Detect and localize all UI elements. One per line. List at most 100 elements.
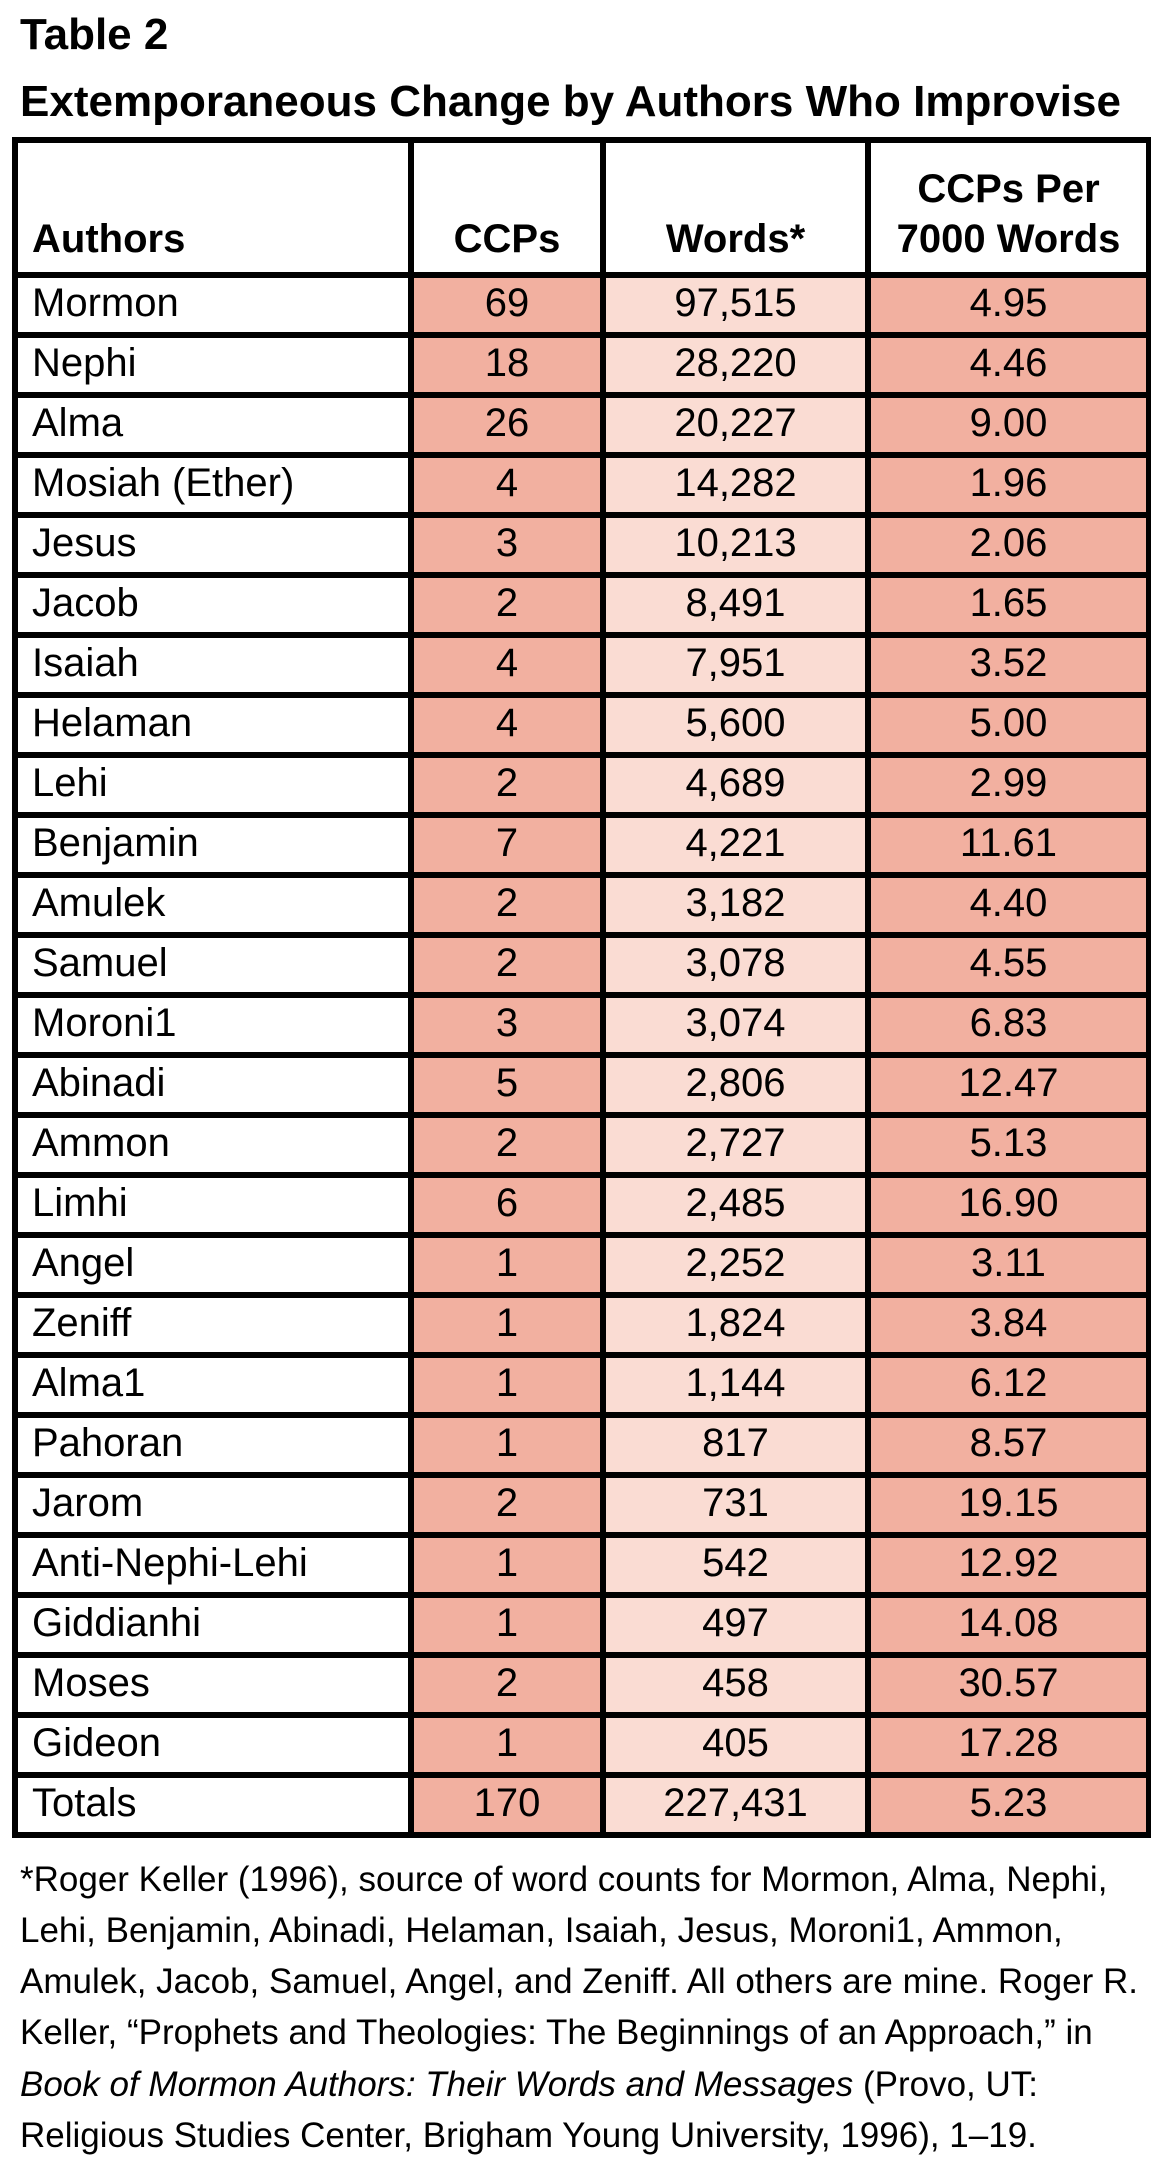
author-name-cell: Moses xyxy=(12,1652,414,1719)
author-name-cell: Giddianhi xyxy=(12,1592,414,1659)
words-value-cell: 497 xyxy=(600,1592,871,1659)
ccps-value-cell: 2 xyxy=(408,1472,606,1539)
totals-words-cell: 227,431 xyxy=(600,1772,871,1839)
totals-label-cell: Totals xyxy=(12,1772,414,1839)
ccps-value-cell: 7 xyxy=(408,812,606,879)
words-value-cell: 3,078 xyxy=(600,932,871,999)
words-value-cell: 5,600 xyxy=(600,692,871,759)
words-value-cell: 405 xyxy=(600,1712,871,1779)
ccps-value-cell: 4 xyxy=(408,692,606,759)
author-name-cell: Jarom xyxy=(12,1472,414,1539)
per7000-value-cell: 14.08 xyxy=(865,1592,1151,1659)
author-name-cell: Lehi xyxy=(12,752,414,819)
per7000-value-cell: 5.00 xyxy=(865,692,1151,759)
per7000-value-cell: 11.61 xyxy=(865,812,1151,879)
words-value-cell: 97,515 xyxy=(600,272,871,339)
per7000-value-cell: 4.40 xyxy=(865,872,1151,939)
per7000-value-cell: 16.90 xyxy=(865,1172,1151,1239)
author-name-cell: Benjamin xyxy=(12,812,414,879)
table-number-title: Table 2 xyxy=(20,10,169,59)
author-name-cell: Nephi xyxy=(12,332,414,399)
ccps-value-cell: 1 xyxy=(408,1352,606,1419)
authors-ccp-table: Authors CCPs Words* CCPs Per 7000 Words … xyxy=(12,137,1151,1839)
words-value-cell: 542 xyxy=(600,1532,871,1599)
header-words: Words* xyxy=(600,137,871,279)
words-value-cell: 3,074 xyxy=(600,992,871,1059)
author-name-cell: Mosiah (Ether) xyxy=(12,452,414,519)
author-name-cell: Alma1 xyxy=(12,1352,414,1419)
author-name-cell: Anti-Nephi-Lehi xyxy=(12,1532,414,1599)
table-row: Limhi 6 2,485 16.90 xyxy=(12,1172,1151,1239)
per7000-value-cell: 3.52 xyxy=(865,632,1151,699)
ccps-value-cell: 5 xyxy=(408,1052,606,1119)
per7000-value-cell: 4.46 xyxy=(865,332,1151,399)
header-ccps: CCPs xyxy=(408,137,606,279)
footnote-text-1: *Roger Keller (1996), source of word cou… xyxy=(20,1860,1138,2053)
per7000-value-cell: 6.12 xyxy=(865,1352,1151,1419)
author-name-cell: Isaiah xyxy=(12,632,414,699)
ccps-value-cell: 2 xyxy=(408,932,606,999)
per7000-value-cell: 3.84 xyxy=(865,1292,1151,1359)
footnote-book-title: Book of Mormon Authors: Their Words and … xyxy=(20,2064,854,2104)
per7000-value-cell: 19.15 xyxy=(865,1472,1151,1539)
per7000-value-cell: 1.96 xyxy=(865,452,1151,519)
words-value-cell: 817 xyxy=(600,1412,871,1479)
table-row: Helaman 4 5,600 5.00 xyxy=(12,692,1151,759)
table-body: Mormon 69 97,515 4.95 Nephi 18 28,220 4.46 Alma 2… xyxy=(12,272,1151,1779)
ccps-value-cell: 18 xyxy=(408,332,606,399)
table-row: Giddianhi 1 497 14.08 xyxy=(12,1592,1151,1659)
per7000-value-cell: 6.83 xyxy=(865,992,1151,1059)
table-row: Angel 1 2,252 3.11 xyxy=(12,1232,1151,1299)
table-row: Mosiah (Ether) 4 14,282 1.96 xyxy=(12,452,1151,519)
ccps-value-cell: 2 xyxy=(408,1652,606,1719)
totals-row: Totals 170 227,431 5.23 xyxy=(12,1772,1151,1839)
per7000-value-cell: 2.99 xyxy=(865,752,1151,819)
author-name-cell: Amulek xyxy=(12,872,414,939)
words-value-cell: 4,689 xyxy=(600,752,871,819)
ccps-value-cell: 1 xyxy=(408,1592,606,1659)
table-row: Gideon 1 405 17.28 xyxy=(12,1712,1151,1779)
ccps-value-cell: 1 xyxy=(408,1412,606,1479)
table-row: Pahoran 1 817 8.57 xyxy=(12,1412,1151,1479)
table-row: Jesus 3 10,213 2.06 xyxy=(12,512,1151,579)
author-name-cell: Moroni1 xyxy=(12,992,414,1059)
author-name-cell: Mormon xyxy=(12,272,414,339)
words-value-cell: 458 xyxy=(600,1652,871,1719)
words-value-cell: 2,727 xyxy=(600,1112,871,1179)
author-name-cell: Samuel xyxy=(12,932,414,999)
author-name-cell: Gideon xyxy=(12,1712,414,1779)
author-name-cell: Jacob xyxy=(12,572,414,639)
words-value-cell: 10,213 xyxy=(600,512,871,579)
table-row: Benjamin 7 4,221 11.61 xyxy=(12,812,1151,879)
per7000-value-cell: 4.55 xyxy=(865,932,1151,999)
per7000-value-cell: 30.57 xyxy=(865,1652,1151,1719)
table-row: Isaiah 4 7,951 3.52 xyxy=(12,632,1151,699)
words-value-cell: 4,221 xyxy=(600,812,871,879)
per7000-value-cell: 9.00 xyxy=(865,392,1151,459)
table-header: Authors CCPs Words* CCPs Per 7000 Words xyxy=(12,137,1151,279)
ccps-value-cell: 69 xyxy=(408,272,606,339)
words-value-cell: 3,182 xyxy=(600,872,871,939)
author-name-cell: Ammon xyxy=(12,1112,414,1179)
ccps-value-cell: 1 xyxy=(408,1712,606,1779)
table-row: Mormon 69 97,515 4.95 xyxy=(12,272,1151,339)
ccps-value-cell: 6 xyxy=(408,1172,606,1239)
table-row: Zeniff 1 1,824 3.84 xyxy=(12,1292,1151,1359)
ccps-value-cell: 4 xyxy=(408,452,606,519)
table-footer: Totals 170 227,431 5.23 xyxy=(12,1772,1151,1839)
totals-per7000-cell: 5.23 xyxy=(865,1772,1151,1839)
header-ccps-per-7000: CCPs Per 7000 Words xyxy=(865,137,1151,279)
per7000-value-cell: 8.57 xyxy=(865,1412,1151,1479)
words-value-cell: 14,282 xyxy=(600,452,871,519)
author-name-cell: Helaman xyxy=(12,692,414,759)
words-value-cell: 1,144 xyxy=(600,1352,871,1419)
author-name-cell: Angel xyxy=(12,1232,414,1299)
words-value-cell: 8,491 xyxy=(600,572,871,639)
table-row: Ammon 2 2,727 5.13 xyxy=(12,1112,1151,1179)
per7000-value-cell: 17.28 xyxy=(865,1712,1151,1779)
header-authors: Authors xyxy=(12,137,414,279)
per7000-value-cell: 4.95 xyxy=(865,272,1151,339)
table-row: Abinadi 5 2,806 12.47 xyxy=(12,1052,1151,1119)
table-row: Anti-Nephi-Lehi 1 542 12.92 xyxy=(12,1532,1151,1599)
